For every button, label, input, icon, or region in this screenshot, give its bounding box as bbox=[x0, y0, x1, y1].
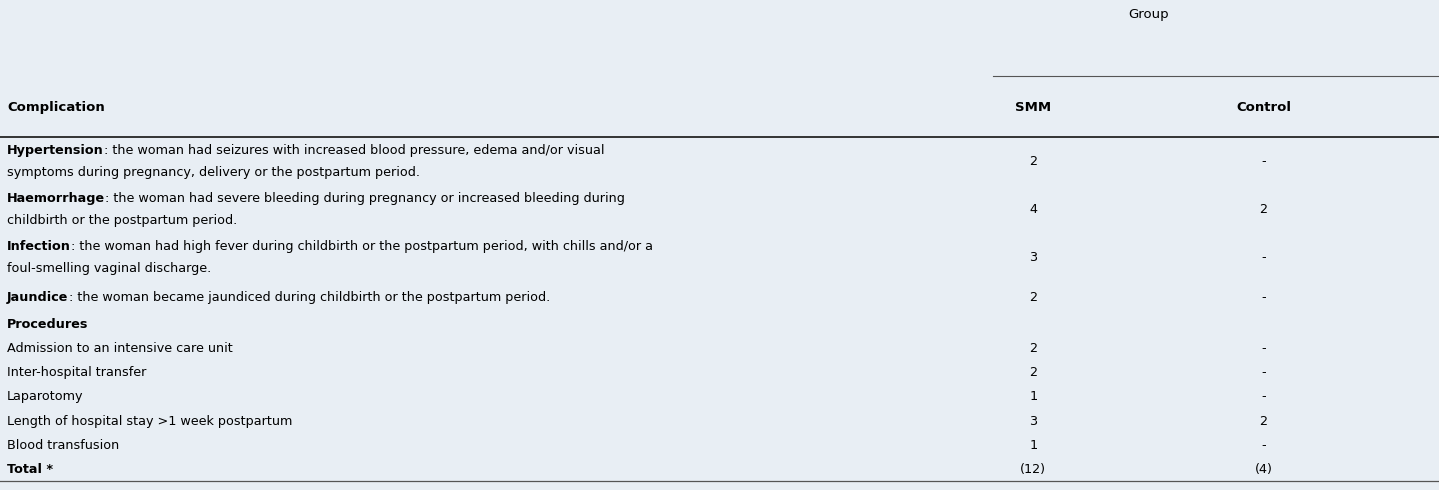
Text: -: - bbox=[1261, 391, 1266, 403]
Text: SMM: SMM bbox=[1014, 101, 1052, 114]
Text: -: - bbox=[1261, 439, 1266, 452]
Text: 2: 2 bbox=[1029, 291, 1038, 304]
Text: Length of hospital stay >1 week postpartum: Length of hospital stay >1 week postpart… bbox=[7, 415, 292, 428]
Text: : the woman had high fever during childbirth or the postpartum period, with chil: : the woman had high fever during childb… bbox=[71, 240, 653, 253]
Text: Jaundice: Jaundice bbox=[7, 291, 69, 304]
Text: -: - bbox=[1261, 291, 1266, 304]
Text: 2: 2 bbox=[1029, 343, 1038, 355]
Text: (4): (4) bbox=[1255, 463, 1272, 476]
Text: Laparotomy: Laparotomy bbox=[7, 391, 83, 403]
Text: 3: 3 bbox=[1029, 415, 1038, 428]
Text: 1: 1 bbox=[1029, 391, 1038, 403]
Text: 3: 3 bbox=[1029, 251, 1038, 264]
Text: Complication: Complication bbox=[7, 101, 105, 114]
Text: 2: 2 bbox=[1259, 415, 1268, 428]
Text: : the woman had severe bleeding during pregnancy or increased bleeding during: : the woman had severe bleeding during p… bbox=[105, 192, 625, 205]
Text: Procedures: Procedures bbox=[7, 318, 89, 331]
Text: 4: 4 bbox=[1029, 203, 1038, 216]
Text: 1: 1 bbox=[1029, 439, 1038, 452]
Text: -: - bbox=[1261, 367, 1266, 379]
Text: -: - bbox=[1261, 343, 1266, 355]
Text: -: - bbox=[1261, 155, 1266, 168]
Text: 2: 2 bbox=[1029, 155, 1038, 168]
Text: symptoms during pregnancy, delivery or the postpartum period.: symptoms during pregnancy, delivery or t… bbox=[7, 166, 420, 179]
Text: Hypertension: Hypertension bbox=[7, 144, 104, 157]
Text: (12): (12) bbox=[1020, 463, 1046, 476]
Text: Group: Group bbox=[1128, 8, 1168, 21]
Text: childbirth or the postpartum period.: childbirth or the postpartum period. bbox=[7, 214, 237, 227]
Text: -: - bbox=[1261, 251, 1266, 264]
Text: Blood transfusion: Blood transfusion bbox=[7, 439, 119, 452]
Text: : the woman became jaundiced during childbirth or the postpartum period.: : the woman became jaundiced during chil… bbox=[69, 291, 550, 304]
Text: Control: Control bbox=[1236, 101, 1291, 114]
Text: Inter-hospital transfer: Inter-hospital transfer bbox=[7, 367, 147, 379]
Text: 2: 2 bbox=[1259, 203, 1268, 216]
Text: Infection: Infection bbox=[7, 240, 71, 253]
Text: Total *: Total * bbox=[7, 463, 53, 476]
Text: Admission to an intensive care unit: Admission to an intensive care unit bbox=[7, 343, 233, 355]
Text: 2: 2 bbox=[1029, 367, 1038, 379]
Text: foul-smelling vaginal discharge.: foul-smelling vaginal discharge. bbox=[7, 262, 212, 275]
Text: Haemorrhage: Haemorrhage bbox=[7, 192, 105, 205]
Text: : the woman had seizures with increased blood pressure, edema and/or visual: : the woman had seizures with increased … bbox=[104, 144, 604, 157]
